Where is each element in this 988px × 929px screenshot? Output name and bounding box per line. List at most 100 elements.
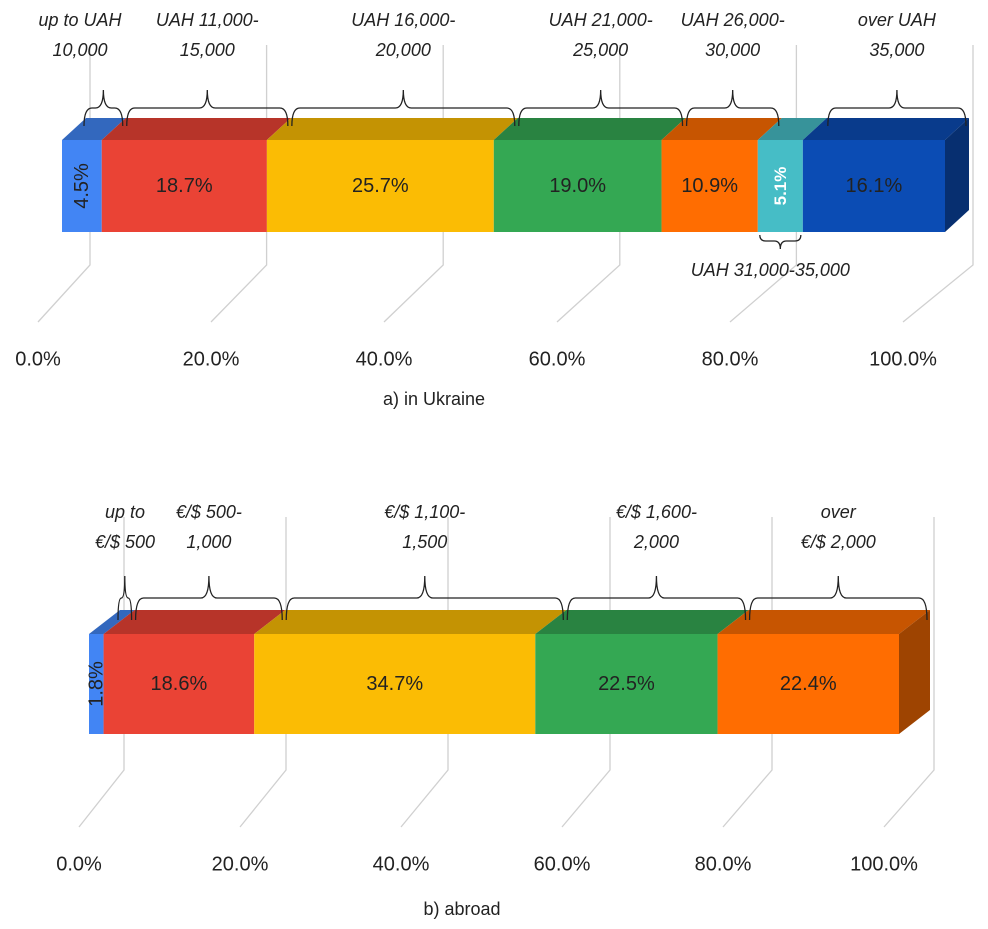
range-annotation-3: UAH 21,000- 25,000: [518, 10, 684, 127]
bar-top-face: [493, 118, 686, 140]
data-label: 18.6%: [151, 673, 208, 695]
range-label: €/$ 1,100-: [384, 502, 465, 522]
bar-side-face: [945, 118, 969, 232]
brace: [518, 89, 684, 127]
data-label: 22.5%: [598, 673, 655, 695]
bar-top-face: [661, 118, 782, 140]
range-label: €/$ 500: [95, 532, 155, 552]
range-label: €/$ 500-: [176, 502, 242, 522]
brace: [748, 575, 928, 621]
brace: [117, 575, 133, 621]
bar-segment-4: [717, 610, 930, 734]
bar-segment-6: [802, 118, 969, 232]
x-tick-label: 20.0%: [212, 853, 269, 875]
data-label: 10.9%: [681, 175, 738, 197]
bar-segment-1: [103, 610, 286, 734]
chart-abroad: 1.8% 18.6% 34.7% 22.5% 22.4%up to€/$ 500€/$ …: [56, 502, 935, 919]
bar-top-face: [266, 118, 518, 140]
bar-segment-3: [535, 610, 749, 734]
bar-front-face: [89, 634, 104, 734]
range-annotation-5: UAH 31,000-35,000: [691, 234, 850, 280]
bar-top-face: [254, 610, 567, 634]
bar-top-face: [757, 118, 827, 140]
range-annotation-6: over UAH 35,000: [827, 10, 967, 127]
x-tick-label: 60.0%: [534, 853, 591, 875]
bar-segment-3: [493, 118, 686, 232]
range-label: UAH 31,000-35,000: [691, 260, 850, 280]
chart-caption: a) in Ukraine: [383, 389, 485, 409]
gridline: [561, 517, 611, 828]
data-label: 5.1%: [771, 167, 790, 206]
data-label: 19.0%: [549, 175, 606, 197]
gridline: [722, 517, 773, 828]
range-label: UAH 21,000-: [549, 10, 653, 30]
x-tick-label: 0.0%: [15, 348, 61, 370]
x-tick-label: 20.0%: [183, 348, 240, 370]
x-tick-label: 100.0%: [850, 853, 918, 875]
bar-front-face: [802, 140, 945, 232]
range-annotation-0: up to €/$ 500: [95, 502, 155, 621]
bar-top-face: [101, 118, 291, 140]
bar-segment-1: [101, 118, 291, 232]
bar-front-face: [103, 634, 255, 734]
x-tick-label: 100.0%: [869, 348, 937, 370]
brace: [291, 89, 516, 127]
bar-segment-0: [62, 118, 126, 232]
data-label: 22.4%: [780, 673, 837, 695]
brace: [83, 89, 124, 127]
brace: [566, 575, 747, 621]
x-tick-label: 0.0%: [56, 853, 102, 875]
data-label: 25.7%: [352, 175, 409, 197]
data-label: 4.5%: [71, 163, 93, 209]
chart-caption: b) abroad: [423, 899, 500, 919]
bar-segment-2: [254, 610, 567, 734]
range-label: 10,000: [52, 40, 107, 60]
brace: [134, 575, 283, 621]
brace: [126, 89, 289, 127]
range-annotation-2: UAH 16,000- 20,000: [291, 10, 516, 127]
bar-front-face: [101, 140, 267, 232]
bar-segment-4: [661, 118, 782, 232]
range-label: over UAH: [858, 10, 937, 30]
bar-side-face: [899, 610, 930, 734]
range-label: UAH 16,000-: [351, 10, 455, 30]
x-tick-label: 80.0%: [695, 853, 752, 875]
bar-front-face: [254, 634, 536, 734]
bar-segment-0: [89, 610, 135, 734]
range-annotation-1: UAH 11,000- 15,000: [126, 10, 289, 127]
x-tick-label: 60.0%: [529, 348, 586, 370]
range-label: over: [821, 502, 857, 522]
range-label: 35,000: [869, 40, 924, 60]
range-annotation-4: over €/$ 2,000: [748, 502, 928, 621]
brace: [685, 89, 780, 127]
brace: [285, 575, 564, 621]
gridline: [400, 517, 449, 828]
bar-top-face: [717, 610, 930, 634]
bar-front-face: [661, 140, 758, 232]
brace: [827, 89, 967, 127]
range-label: UAH 11,000-: [156, 10, 259, 30]
chart-ukraine: 4.5% 18.7% 25.7% 19.0% 10.9% 5.1% 16.1% up to U…: [15, 10, 974, 409]
bar-front-face: [757, 140, 803, 232]
range-annotation-0: up to UAH 10,000: [38, 10, 124, 127]
bar-top-face: [802, 118, 969, 140]
range-label: UAH 26,000-: [681, 10, 785, 30]
x-tick-label: 40.0%: [356, 348, 413, 370]
data-label: 1.8%: [85, 661, 107, 707]
range-label: 1,000: [186, 532, 231, 552]
data-label: 18.7%: [156, 175, 213, 197]
bar-front-face: [535, 634, 718, 734]
range-annotation-1: €/$ 500- 1,000: [134, 502, 283, 621]
x-tick-label: 80.0%: [702, 348, 759, 370]
gridline: [239, 517, 287, 828]
range-label: 30,000: [705, 40, 760, 60]
range-label: 1,500: [402, 532, 447, 552]
gridline: [78, 517, 125, 828]
data-label: 34.7%: [366, 673, 423, 695]
range-annotation-2: €/$ 1,100- 1,500: [285, 502, 564, 621]
bar-top-face: [62, 118, 126, 140]
range-annotation-3: €/$ 1,600- 2,000: [566, 502, 747, 621]
range-annotation-4: UAH 26,000- 30,000: [681, 10, 785, 127]
bar-top-face: [103, 610, 286, 634]
